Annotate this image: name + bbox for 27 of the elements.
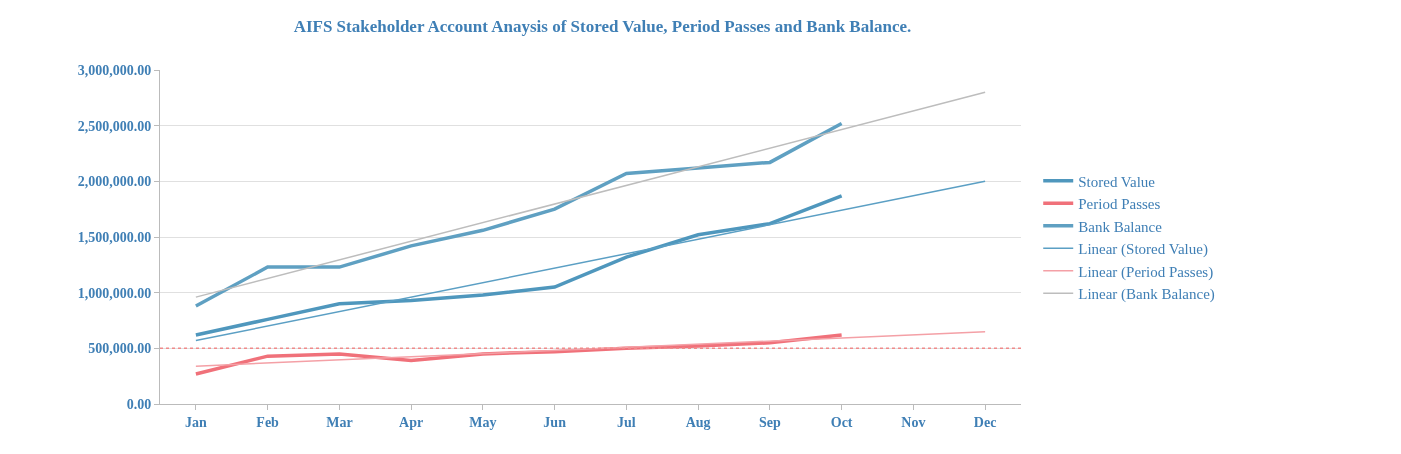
y-tick-label: 1,500,000.00 bbox=[77, 229, 152, 245]
y-tick-label: 2,000,000.00 bbox=[77, 174, 152, 190]
x-tick-label: Oct bbox=[830, 414, 853, 430]
x-tick-label: Jun bbox=[543, 414, 567, 430]
legend-label: Stored Value bbox=[1078, 173, 1156, 190]
x-tick-label: Mar bbox=[326, 414, 353, 430]
y-tick-label: 3,000,000.00 bbox=[77, 62, 152, 78]
x-tick-label: Feb bbox=[256, 414, 280, 430]
legend-label: Linear (Period Passes) bbox=[1078, 263, 1214, 281]
y-tick-label: 1,000,000.00 bbox=[77, 285, 152, 301]
x-tick-label: Dec bbox=[973, 414, 997, 430]
x-tick-label: Aug bbox=[685, 414, 711, 430]
x-tick-label: Sep bbox=[758, 414, 781, 430]
x-tick-label: Nov bbox=[901, 414, 926, 430]
x-tick-label: Jan bbox=[184, 414, 207, 430]
y-tick-label: 0.00 bbox=[126, 396, 152, 412]
chart-title: AIFS Stakeholder Account Anaysis of Stored Value, Period Passes and Bank Balance. bbox=[293, 17, 912, 37]
y-tick-label: 500,000.00 bbox=[88, 341, 152, 357]
legend-label: Linear (Stored Value) bbox=[1078, 241, 1208, 259]
x-tick-label: Apr bbox=[399, 414, 424, 430]
y-tick-label: 2,500,000.00 bbox=[77, 118, 152, 134]
legend-label: Linear (Bank Balance) bbox=[1078, 286, 1215, 304]
line-series bbox=[194, 121, 844, 308]
x-tick-label: May bbox=[469, 414, 497, 430]
legend-label: Period Passes bbox=[1078, 196, 1161, 213]
x-tick-label: Jul bbox=[617, 414, 636, 430]
legend-label: Bank Balance bbox=[1078, 218, 1163, 235]
